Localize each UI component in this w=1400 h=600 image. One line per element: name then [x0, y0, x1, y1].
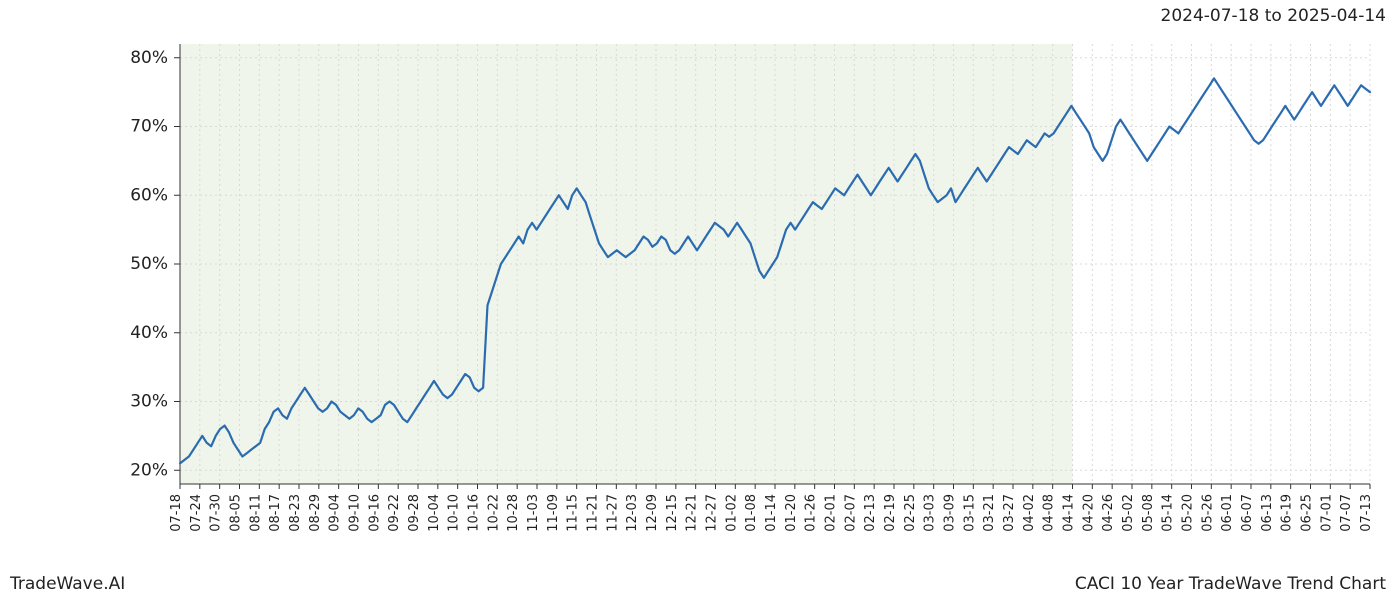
x-tick-label: 04-14: [1062, 494, 1077, 532]
x-tick-label: 06-01: [1220, 494, 1235, 532]
x-tick-label: 12-09: [645, 494, 660, 532]
x-tick-label: 08-23: [288, 494, 303, 532]
x-tick-label: 08-05: [229, 494, 244, 532]
x-tick-label: 07-07: [1339, 494, 1354, 532]
x-tick-label: 06-13: [1260, 494, 1275, 532]
x-tick-label: 10-22: [486, 494, 501, 532]
x-tick-label: 07-18: [169, 494, 184, 532]
x-tick-label: 04-08: [1042, 494, 1057, 532]
x-tick-label: 11-09: [546, 494, 561, 532]
y-tick-label: 80%: [130, 48, 168, 68]
x-tick-label: 10-04: [427, 494, 442, 532]
x-tick-label: 02-25: [903, 494, 918, 532]
x-tick-label: 02-07: [843, 494, 858, 532]
x-tick-label: 07-24: [189, 494, 204, 532]
x-tick-label: 10-16: [467, 494, 482, 532]
trend-chart: 20% 30% 40% 50% 60% 70% 80% 07-18 07-24 07-30 08-0…: [0, 34, 1400, 564]
x-tick-label: 05-08: [1141, 494, 1156, 532]
x-tick-label: 03-27: [1002, 494, 1017, 532]
x-tick-label: 09-28: [407, 494, 422, 532]
brand-label: TradeWave.AI: [10, 574, 125, 594]
x-tick-label: 01-08: [744, 494, 759, 532]
x-tick-label: 09-10: [348, 494, 363, 532]
x-tick-label: 03-03: [923, 494, 938, 532]
y-tick-label: 20%: [130, 460, 168, 480]
x-tick-label: 09-04: [328, 494, 343, 532]
x-tick-label: 12-27: [705, 494, 720, 532]
x-tick-label: 10-28: [506, 494, 521, 532]
x-tick-label: 11-27: [605, 494, 620, 532]
x-tick-label: 06-19: [1280, 494, 1295, 532]
x-tick-label: 04-20: [1081, 494, 1096, 532]
y-tick-label: 50%: [130, 254, 168, 274]
x-tick-label: 12-03: [625, 494, 640, 532]
x-tick-label: 03-15: [962, 494, 977, 532]
x-tick-label: 06-07: [1240, 494, 1255, 532]
chart-title: CACI 10 Year TradeWave Trend Chart: [1075, 574, 1386, 594]
x-tick-label: 09-16: [367, 494, 382, 532]
y-tick-label: 70%: [130, 117, 168, 137]
x-tick-label: 01-14: [764, 494, 779, 532]
x-tick-label: 11-15: [566, 494, 581, 532]
x-tick-label: 12-21: [685, 494, 700, 532]
x-tick-label: 01-20: [784, 494, 799, 532]
x-tick-label: 04-02: [1022, 494, 1037, 532]
y-tick-label: 60%: [130, 185, 168, 205]
x-tick-label: 07-13: [1359, 494, 1374, 532]
x-tick-label: 02-01: [824, 494, 839, 532]
x-tick-label: 09-22: [387, 494, 402, 532]
date-range-label: 2024-07-18 to 2025-04-14: [1161, 6, 1386, 26]
x-tick-label: 05-26: [1200, 494, 1215, 532]
x-tick-label: 03-09: [943, 494, 958, 532]
x-tick-label: 06-25: [1300, 494, 1315, 532]
x-tick-label: 08-29: [308, 494, 323, 532]
y-tick-label: 30%: [130, 392, 168, 412]
x-tick-label: 05-14: [1161, 494, 1176, 532]
x-tick-label: 05-02: [1121, 494, 1136, 532]
x-tick-label: 11-03: [526, 494, 541, 532]
x-tick-label: 08-11: [248, 494, 263, 532]
x-tick-label: 02-19: [883, 494, 898, 532]
x-tick-label: 10-10: [447, 494, 462, 532]
x-tick-label: 02-13: [863, 494, 878, 532]
y-tick-label: 40%: [130, 323, 168, 343]
x-tick-label: 04-26: [1101, 494, 1116, 532]
x-tick-label: 12-15: [665, 494, 680, 532]
x-tick-label: 11-21: [586, 494, 601, 532]
x-tick-label: 05-20: [1181, 494, 1196, 532]
x-tick-label: 01-26: [804, 494, 819, 532]
x-tick-label: 01-02: [724, 494, 739, 532]
x-tick-label: 08-17: [268, 494, 283, 532]
x-tick-label: 03-21: [982, 494, 997, 532]
x-tick-label: 07-01: [1319, 494, 1334, 532]
x-tick-label: 07-30: [209, 494, 224, 532]
